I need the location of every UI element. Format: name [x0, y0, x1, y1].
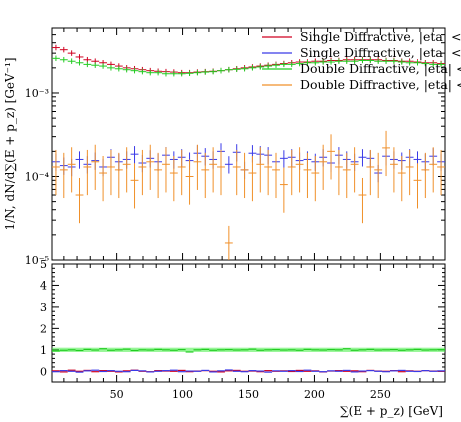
ratio-y-ticks: 0 1 2 3 4 5: [40, 258, 445, 378]
legend-label: Double Diffractive, |eta| < 5: [300, 77, 461, 92]
x-tick-label: 250: [370, 388, 391, 401]
x-tick-label: 150: [238, 388, 259, 401]
main-y-ticks: 10⁻⁵ 10⁻⁴ 10⁻³: [25, 27, 445, 267]
main-series-2: [52, 55, 445, 77]
main-series-3: [52, 130, 445, 260]
ratio-y-tick-label: 0: [40, 365, 47, 378]
ratio-y-tick-label: 4: [40, 279, 47, 292]
x-ticks: 50 100 150 200 250: [63, 28, 434, 401]
main-y-tick-label: 10⁻³: [25, 87, 49, 100]
ratio-y-tick-label: 3: [40, 301, 47, 314]
main-y-tick-label: 10⁻⁴: [25, 170, 50, 183]
ratio-series-layer: [52, 347, 445, 373]
x-tick-label: 200: [304, 388, 325, 401]
main-y-axis-title: 1/N, dN/d∑(E + p_z) [GeV⁻¹]: [3, 58, 17, 231]
ratio-y-tick-label: 1: [40, 344, 47, 357]
ratio-series-1: [52, 369, 445, 373]
ratio-y-tick-label: 5: [40, 258, 47, 271]
main-plot-panel: 10⁻⁵ 10⁻⁴ 10⁻³ 1/N, dN/d∑(E + p_z) [GeV⁻¹]…: [3, 27, 461, 267]
main-series-layer: [52, 44, 445, 260]
x-tick-label: 100: [172, 388, 193, 401]
ratio-y-tick-label: 2: [40, 322, 47, 335]
legend-label: Single Diffractive, |eta| < 5: [300, 29, 461, 44]
legend-label: Double Diffractive, |eta| < 5: [300, 61, 461, 76]
x-tick-label: 50: [110, 388, 124, 401]
ratio-plot-panel: 0 1 2 3 4 5 50 100 150 200 250 ∑(E + p_z) [GeV]: [40, 28, 446, 418]
legend-label: Single Diffractive, |eta| < 5: [300, 45, 461, 60]
ratio-plot-frame: [51, 263, 446, 383]
x-axis-title: ∑(E + p_z) [GeV]: [340, 404, 443, 418]
ratio-series-2: [52, 348, 445, 353]
main-y-tick-label: 10⁻⁵: [25, 254, 49, 267]
